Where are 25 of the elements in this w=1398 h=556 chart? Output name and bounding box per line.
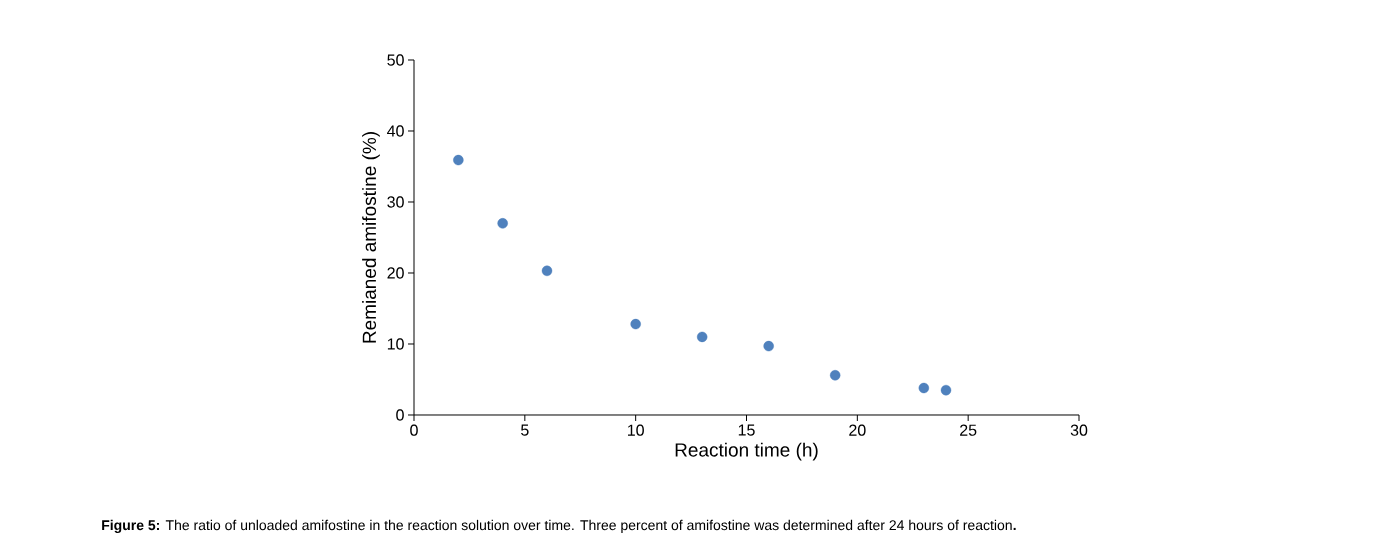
- point: [763, 340, 774, 352]
- y-tick-label: 30: [387, 196, 404, 208]
- y-tick-label: 50: [387, 54, 404, 66]
- point: [497, 218, 508, 229]
- x-tick-label: 10: [628, 424, 644, 436]
- y-tick-label: 40: [387, 125, 404, 137]
- x-tick-label: 5: [521, 424, 529, 436]
- x-tick-label: 20: [849, 424, 866, 436]
- y-tick-label: 20: [387, 267, 404, 279]
- point: [918, 382, 930, 394]
- point: [453, 154, 464, 166]
- x-tick-label: 25: [960, 424, 977, 436]
- y-tick-label: 0: [396, 409, 404, 421]
- point: [829, 370, 841, 381]
- x-axis-title: Reaction time (h): [675, 442, 818, 461]
- x-tick-label: 15: [738, 424, 755, 436]
- point: [630, 318, 641, 330]
- x-tick-label: 0: [410, 424, 418, 436]
- text: Figure 5: The ratio of unloaded amifostine in the reaction solution over time. Three percent of amifostine was determined after 24 hours of reaction.: [102, 519, 1016, 533]
- point: [696, 331, 708, 343]
- y-axis-title: Remianed amifostine (%): [362, 132, 380, 343]
- point: [541, 265, 553, 277]
- y-tick-label: 10: [387, 338, 404, 350]
- point: [940, 384, 952, 396]
- x-tick-label: 30: [1070, 424, 1088, 436]
